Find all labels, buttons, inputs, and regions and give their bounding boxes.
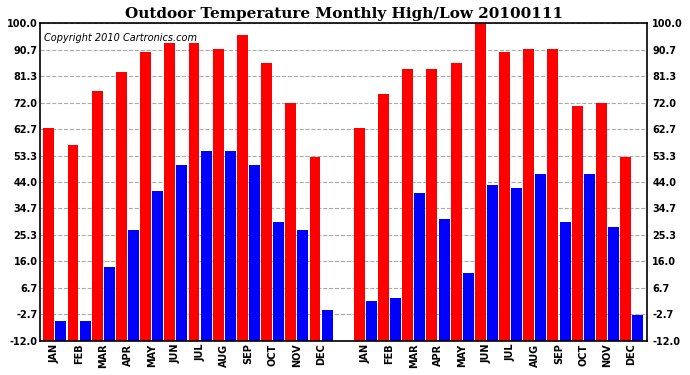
Bar — [177, 165, 188, 340]
Bar — [572, 106, 582, 340]
Bar — [116, 72, 127, 341]
Bar — [310, 157, 320, 340]
Bar — [92, 92, 103, 340]
Bar — [152, 190, 164, 340]
Bar — [475, 21, 486, 340]
Bar — [68, 145, 79, 340]
Bar — [560, 222, 571, 340]
Text: Copyright 2010 Cartronics.com: Copyright 2010 Cartronics.com — [43, 33, 197, 43]
Bar — [213, 49, 224, 340]
Bar — [201, 151, 212, 340]
Bar — [451, 63, 462, 340]
Bar — [535, 174, 546, 340]
Bar — [378, 94, 389, 340]
Bar — [354, 128, 365, 340]
Bar — [164, 44, 175, 340]
Bar — [188, 44, 199, 340]
Bar — [487, 185, 498, 340]
Bar — [104, 267, 115, 340]
Bar — [523, 49, 534, 340]
Bar — [584, 174, 595, 340]
Bar — [128, 230, 139, 340]
Bar — [620, 157, 631, 340]
Bar — [322, 309, 333, 340]
Bar — [547, 49, 558, 340]
Bar — [439, 219, 450, 340]
Bar — [499, 52, 510, 340]
Bar — [415, 194, 425, 340]
Bar — [402, 69, 413, 341]
Bar — [237, 35, 248, 340]
Bar — [608, 227, 619, 340]
Bar — [463, 273, 474, 340]
Bar — [79, 321, 90, 340]
Bar — [261, 63, 272, 340]
Bar — [286, 103, 296, 340]
Title: Outdoor Temperature Monthly High/Low 20100111: Outdoor Temperature Monthly High/Low 201… — [125, 7, 563, 21]
Bar — [140, 52, 151, 340]
Bar — [366, 301, 377, 340]
Bar — [632, 315, 643, 340]
Bar — [390, 298, 401, 340]
Bar — [511, 188, 522, 340]
Bar — [43, 128, 55, 340]
Bar — [225, 151, 236, 340]
Bar — [249, 165, 260, 340]
Bar — [426, 69, 437, 341]
Bar — [55, 321, 66, 340]
Bar — [596, 103, 607, 340]
Bar — [273, 222, 284, 340]
Bar — [297, 230, 308, 340]
